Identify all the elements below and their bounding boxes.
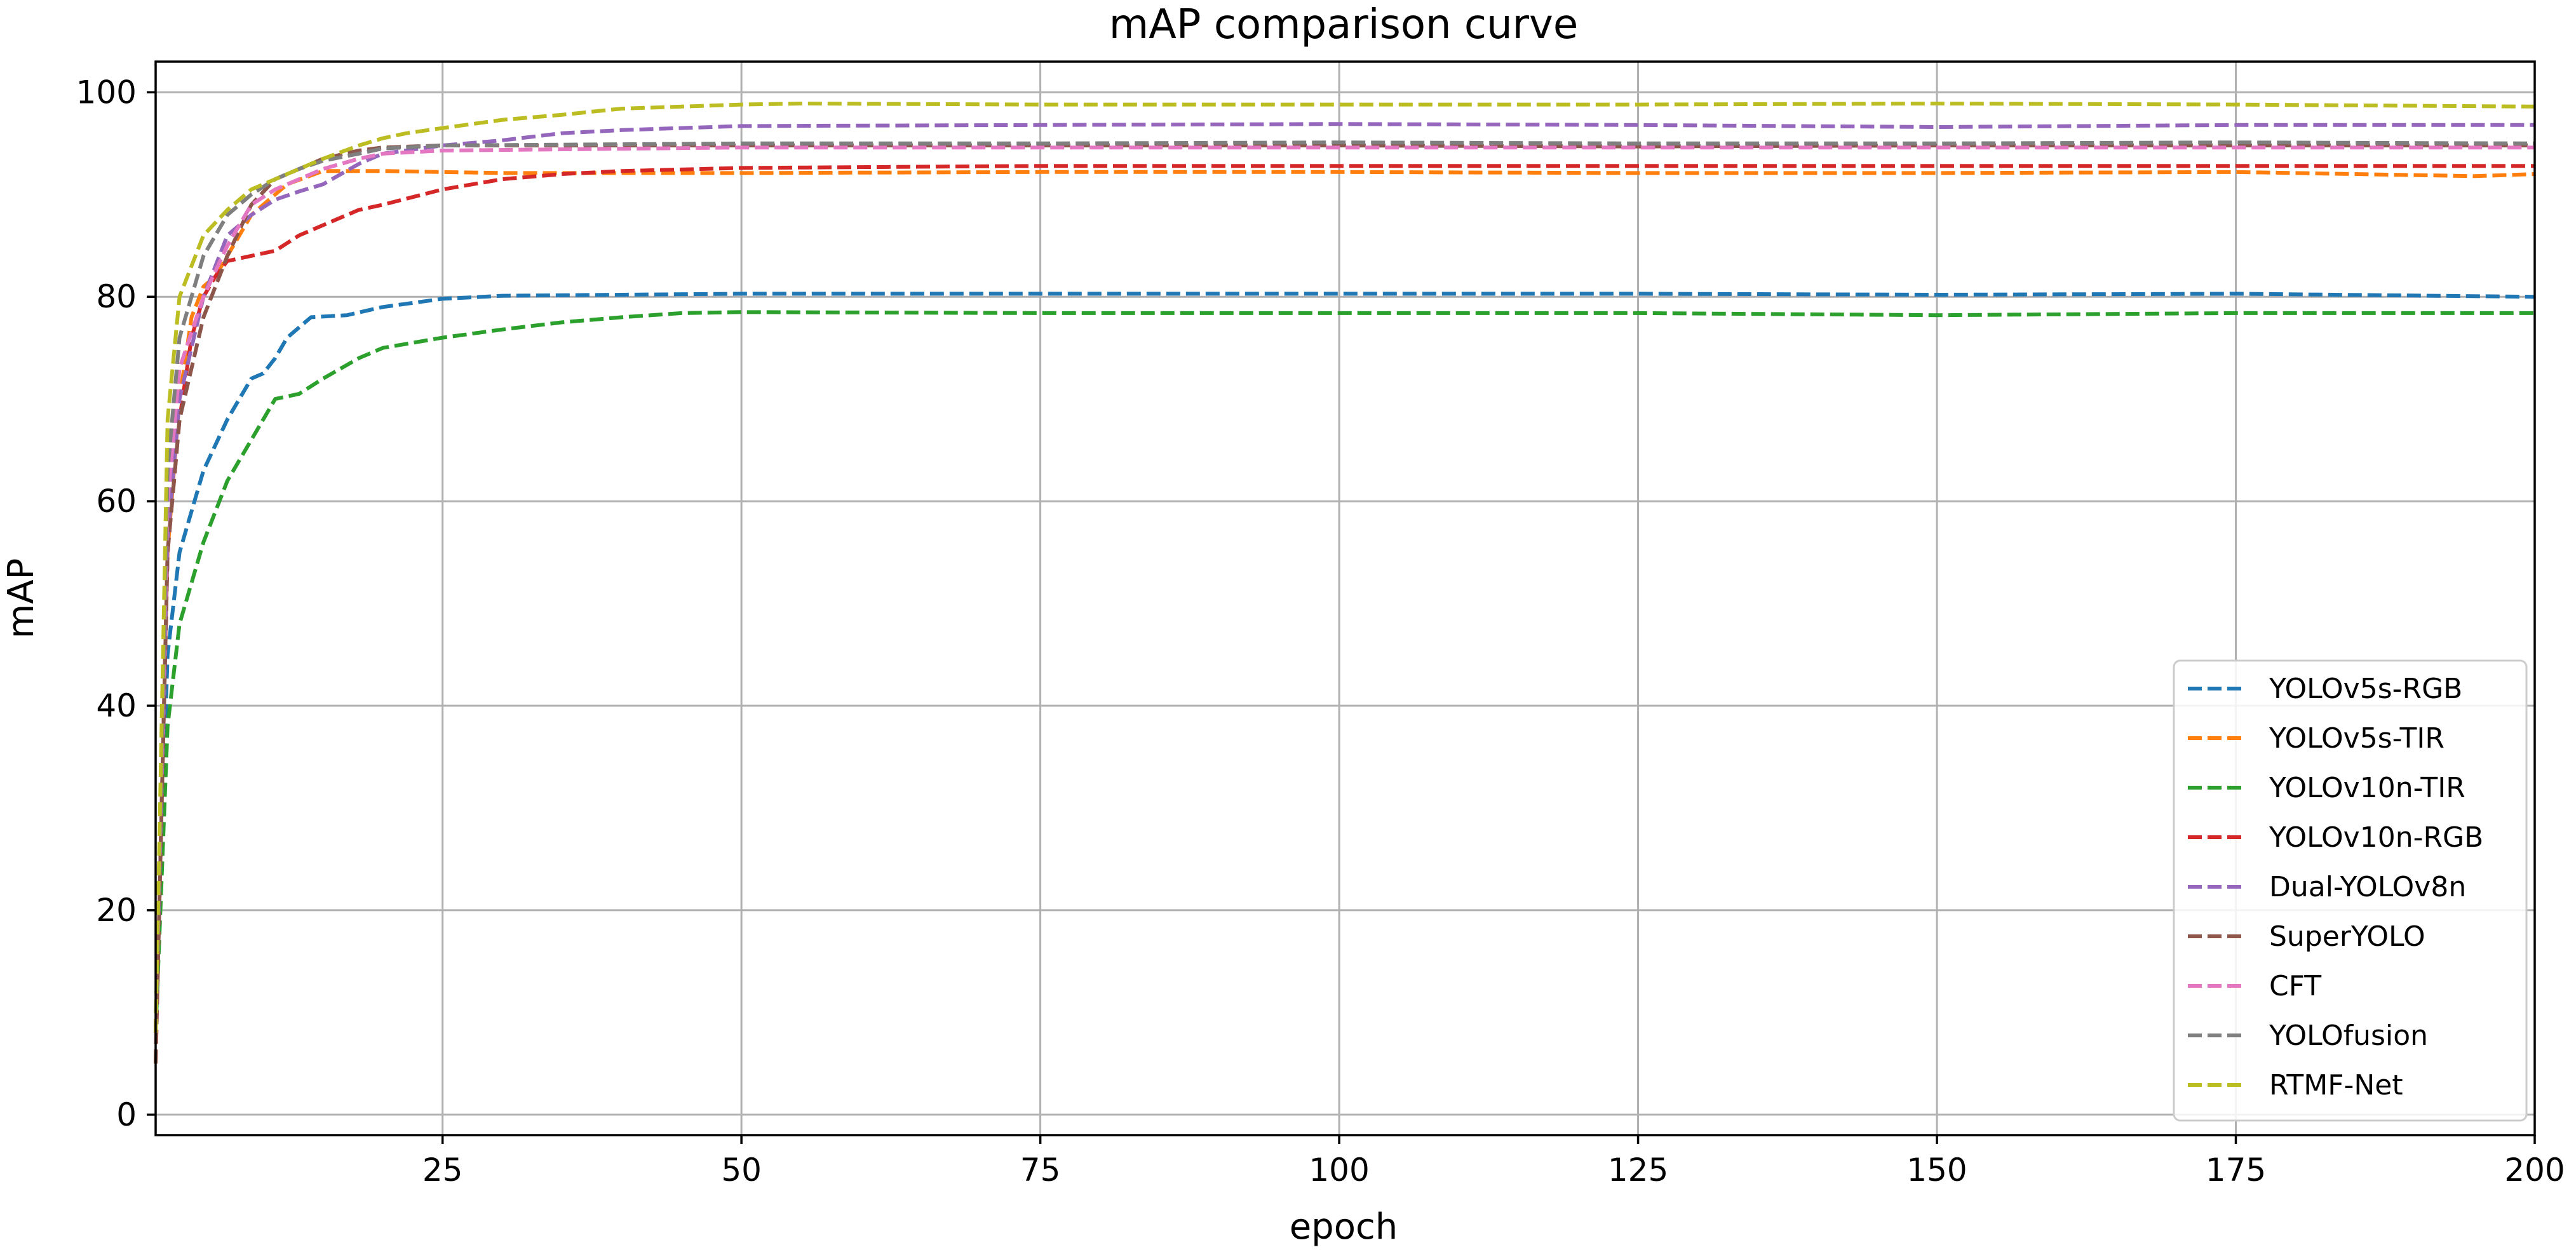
- x-tick-label: 25: [422, 1152, 463, 1188]
- legend-label-yolov5s-tir: YOLOv5s-TIR: [2269, 722, 2445, 755]
- legend-label-dual-yolov8n: Dual-YOLOv8n: [2269, 871, 2466, 903]
- y-tick-label: 100: [76, 74, 137, 111]
- y-tick-label: 40: [96, 687, 137, 724]
- x-tick-label: 100: [1309, 1152, 1369, 1188]
- y-tick-label: 0: [116, 1096, 137, 1133]
- x-axis-label: epoch: [1290, 1206, 1398, 1248]
- y-tick-label: 20: [96, 892, 137, 929]
- x-tick-label: 150: [1906, 1152, 1967, 1188]
- x-tick-label: 75: [1020, 1152, 1061, 1188]
- y-tick-label: 80: [96, 278, 137, 315]
- series-line-yolov10n-tir: [154, 310, 2535, 1033]
- series-line-dual-yolov8n: [154, 122, 2535, 1033]
- legend-label-rtmf-net: RTMF-Net: [2269, 1069, 2403, 1101]
- legend-label-yolov5s-rgb: YOLOv5s-RGB: [2269, 673, 2462, 705]
- x-tick-label: 125: [1608, 1152, 1668, 1188]
- plot-area-frame: [154, 60, 2536, 1136]
- legend-label-yolov10n-rgb: YOLOv10n-RGB: [2269, 821, 2483, 854]
- y-axis-label: mAP: [1, 558, 42, 639]
- x-tick-label: 50: [721, 1152, 762, 1188]
- x-tick-label: 200: [2504, 1152, 2565, 1188]
- y-tick-label: 60: [96, 483, 137, 520]
- chart-title: mAP comparison curve: [1109, 1, 1578, 48]
- legend-label-cft: CFT: [2269, 970, 2321, 1002]
- legend: YOLOv5s-RGB YOLOv5s-TIR YOLOv10n-TIR YOLOv1…: [2173, 659, 2528, 1122]
- series-line-superyolo: [154, 144, 2535, 1064]
- legend-label-superyolo: SuperYOLO: [2269, 920, 2425, 953]
- series-line-cft: [154, 145, 2535, 1033]
- series-line-yolofusion: [154, 140, 2535, 1033]
- x-tick-label: 175: [2206, 1152, 2266, 1188]
- legend-label-yolov10n-tir: YOLOv10n-TIR: [2269, 772, 2465, 804]
- legend-frame: [2173, 659, 2528, 1122]
- series-line-yolov10n-rgb: [154, 164, 2535, 1064]
- series-line-rtmf-net: [154, 102, 2535, 1033]
- series-line-yolov5s-rgb: [154, 292, 2535, 1033]
- y-axis-ticks: 0 20 40 60 80 100: [76, 74, 156, 1133]
- legend-label-yolofusion: YOLOfusion: [2269, 1020, 2428, 1052]
- series-lines: [154, 102, 2535, 1064]
- x-axis-ticks: 25 50 75 100 125 150 175 200: [422, 1135, 2565, 1188]
- series-line-yolov5s-tir: [154, 169, 2535, 1033]
